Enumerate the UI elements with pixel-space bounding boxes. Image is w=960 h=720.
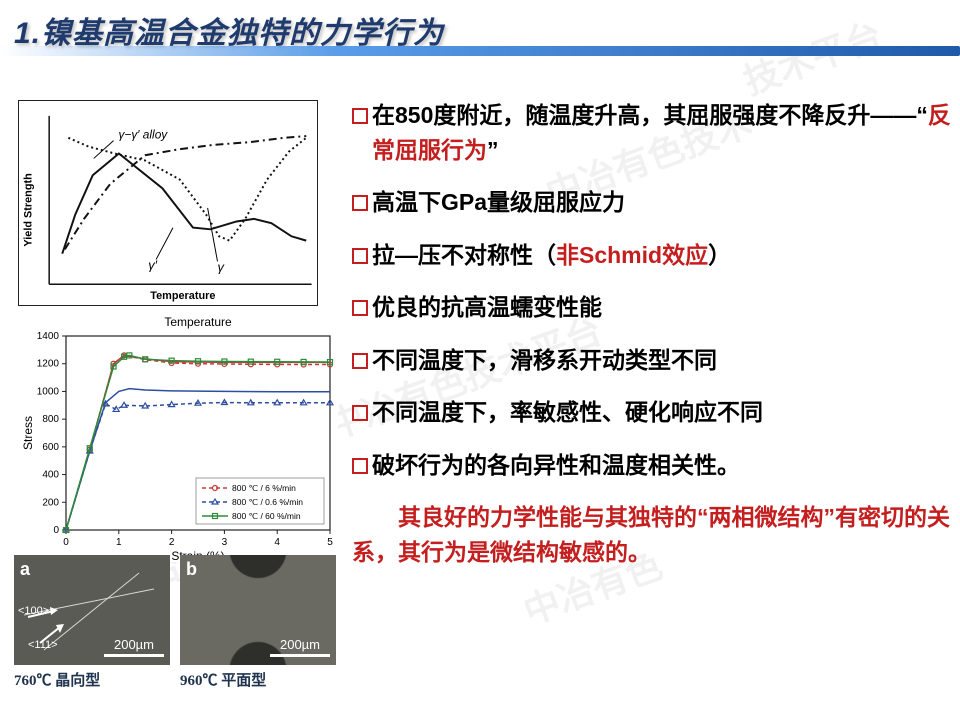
micrograph-image-b: b 200µm bbox=[180, 555, 336, 665]
svg-text:1: 1 bbox=[116, 537, 122, 548]
bullet-text: 不同温度下，率敏感性、硬化响应不同 bbox=[372, 399, 763, 425]
bullet-item: 在850度附近，随温度升高，其屈服强度不降反升——“反常屈服行为” bbox=[352, 98, 954, 167]
svg-text:γ−γ′ alloy: γ−γ′ alloy bbox=[118, 128, 168, 142]
para-text: 的。 bbox=[605, 539, 651, 565]
micrograph-a: a <100> <111> 200µm 760℃ 晶向型 bbox=[14, 555, 170, 690]
svg-text:0: 0 bbox=[53, 525, 59, 536]
para-highlight: 微结构敏感 bbox=[490, 539, 605, 565]
left-column: Yield Strength Temperature γ−γ′ alloy γ′ γ T… bbox=[18, 100, 340, 562]
direction-111: <111> bbox=[28, 639, 58, 651]
micrograph-caption: 960℃ 平面型 bbox=[180, 669, 336, 690]
svg-text:800 ℃ / 60 %/min: 800 ℃ / 60 %/min bbox=[232, 511, 301, 521]
svg-text:Yield Strength: Yield Strength bbox=[22, 173, 34, 246]
svg-text:1200: 1200 bbox=[37, 359, 60, 370]
bullet-item: 不同温度下，率敏感性、硬化响应不同 bbox=[352, 395, 954, 430]
svg-text:Temperature: Temperature bbox=[164, 315, 232, 329]
bullet-text: 不同温度下，滑移系开动类型不同 bbox=[372, 347, 717, 373]
bullet-highlight: 非Schmid效应 bbox=[556, 242, 708, 268]
bullet-item: 优良的抗高温蠕变性能 bbox=[352, 290, 954, 325]
svg-text:4: 4 bbox=[274, 537, 280, 548]
bullet-text: 高温下GPa量级屈服应力 bbox=[372, 189, 625, 215]
bullet-item: 拉—压不对称性（非Schmid效应） bbox=[352, 238, 954, 273]
scale-label: 200µm bbox=[114, 637, 154, 652]
svg-text:3: 3 bbox=[222, 537, 228, 548]
bullet-text: 优良的抗高温蠕变性能 bbox=[372, 294, 602, 320]
micrograph-letter: a bbox=[20, 559, 30, 580]
svg-text:1000: 1000 bbox=[37, 386, 60, 397]
bullet-item: 高温下GPa量级屈服应力 bbox=[352, 185, 954, 220]
svg-text:Temperature: Temperature bbox=[150, 290, 215, 302]
bullet-text: ） bbox=[708, 242, 731, 268]
yield-schematic-chart: Yield Strength Temperature γ−γ′ alloy γ′ γ bbox=[18, 100, 318, 306]
svg-text:5: 5 bbox=[327, 537, 333, 548]
bullet-list: 在850度附近，随温度升高，其屈服强度不降反升——“反常屈服行为” 高温下GPa… bbox=[352, 98, 954, 569]
micrograph-caption: 760℃ 晶向型 bbox=[14, 669, 170, 690]
svg-text:800 ℃ / 0.6 %/min: 800 ℃ / 0.6 %/min bbox=[232, 497, 303, 507]
svg-text:400: 400 bbox=[42, 470, 59, 481]
micrograph-letter: b bbox=[186, 559, 197, 580]
micrograph-image-a: a <100> <111> 200µm bbox=[14, 555, 170, 665]
svg-text:800: 800 bbox=[42, 414, 59, 425]
scale-bar: 200µm bbox=[270, 637, 330, 657]
bullet-item: 不同温度下，滑移系开动类型不同 bbox=[352, 343, 954, 378]
svg-text:1400: 1400 bbox=[37, 331, 60, 342]
bullet-text: 破坏行为的各向异性和温度相关性。 bbox=[372, 452, 740, 478]
svg-text:2: 2 bbox=[169, 537, 175, 548]
scale-bar: 200µm bbox=[104, 637, 164, 657]
slide-content: Yield Strength Temperature γ−γ′ alloy γ′ γ T… bbox=[0, 72, 960, 720]
summary-paragraph: 其良好的力学性能与其独特的“两相微结构”有密切的关系，其行为是微结构敏感的。 bbox=[352, 500, 954, 569]
title-underline bbox=[0, 46, 960, 56]
para-text: 其良好的力学性能与其独特的“ bbox=[398, 504, 709, 530]
svg-text:0: 0 bbox=[63, 537, 69, 548]
bullet-text: 在850度附近，随温度升高，其屈服强度不降反升——“ bbox=[372, 102, 928, 128]
svg-text:γ′: γ′ bbox=[148, 257, 157, 272]
bullet-text: 拉—压不对称性（ bbox=[372, 242, 556, 268]
micrograph-row: a <100> <111> 200µm 760℃ 晶向型 b 200µm 960… bbox=[14, 555, 336, 690]
para-highlight: 两相微结构 bbox=[709, 504, 824, 530]
svg-text:200: 200 bbox=[42, 497, 59, 508]
svg-text:Stress: Stress bbox=[21, 416, 35, 450]
bullet-text: ” bbox=[487, 137, 499, 163]
svg-text:600: 600 bbox=[42, 442, 59, 453]
direction-100: <100> bbox=[18, 605, 49, 617]
micrograph-b: b 200µm 960℃ 平面型 bbox=[180, 555, 336, 690]
scale-label: 200µm bbox=[280, 637, 320, 652]
slide-title-bar: 1.镍基高温合金独特的力学行为 bbox=[0, 0, 960, 56]
svg-text:γ: γ bbox=[218, 259, 226, 274]
svg-text:800 ℃ / 6 %/min: 800 ℃ / 6 %/min bbox=[232, 483, 296, 493]
stress-strain-chart: Temperature 0 1 2 3 4 5 0 200 400 600 800 1000 1200 14… bbox=[18, 310, 338, 562]
bullet-item: 破坏行为的各向异性和温度相关性。 bbox=[352, 448, 954, 483]
